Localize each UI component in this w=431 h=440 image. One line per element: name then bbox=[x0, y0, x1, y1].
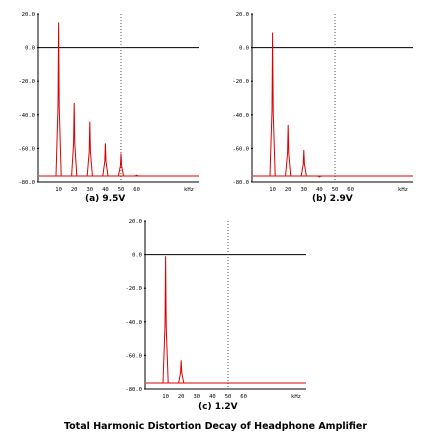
harmonic-peak bbox=[285, 124, 292, 177]
x-tick-label: 60 bbox=[133, 187, 140, 193]
caption-b: (b) 2.9V bbox=[312, 194, 353, 204]
plot-b-svg: 20.0 0.0 -20.0 -40.0 -60.0 -80.0 10 20 30 40 50 60 k… bbox=[232, 12, 413, 193]
y-tick-label: -80.0 bbox=[232, 180, 249, 186]
harmonic-peak bbox=[178, 360, 185, 384]
x-unit-label: kHz bbox=[291, 394, 301, 400]
harmonic-peak bbox=[316, 175, 323, 178]
x-tick-label: 50 bbox=[225, 394, 232, 400]
x-tick-label: 30 bbox=[193, 394, 200, 400]
harmonic-peak bbox=[133, 174, 140, 177]
y-tick-label: 0.0 bbox=[239, 46, 249, 52]
plot-b: 20.0 0.0 -20.0 -40.0 -60.0 -80.0 10 20 30 40 50 60 k… bbox=[214, 5, 414, 195]
x-tick-label: 40 bbox=[102, 187, 109, 193]
x-tick-label: 10 bbox=[55, 187, 62, 193]
caption-a: (a) 9.5V bbox=[85, 194, 126, 204]
caption-c: (c) 1.2V bbox=[198, 402, 238, 412]
x-tick-label: 50 bbox=[118, 187, 125, 193]
harmonic-peak bbox=[162, 256, 169, 384]
y-tick-label: -40.0 bbox=[18, 113, 35, 119]
harmonic-peak bbox=[300, 150, 307, 177]
harmonic-peak bbox=[269, 32, 276, 177]
harmonic-peak bbox=[71, 103, 78, 177]
y-tick-label: -20.0 bbox=[232, 79, 249, 85]
y-tick-label: -80.0 bbox=[18, 180, 35, 186]
x-tick-label: 30 bbox=[86, 187, 93, 193]
x-tick-label: 60 bbox=[240, 394, 247, 400]
y-tick-label: 0.0 bbox=[132, 253, 142, 259]
x-tick-label: 10 bbox=[162, 394, 169, 400]
harmonic-peak bbox=[117, 153, 125, 177]
x-tick-label: 40 bbox=[316, 187, 323, 193]
y-tick-label: -80.0 bbox=[125, 387, 142, 393]
x-tick-label: 20 bbox=[285, 187, 292, 193]
y-tick-label: -20.0 bbox=[18, 79, 35, 85]
y-tick-label: -40.0 bbox=[232, 113, 249, 119]
y-tick-label: -60.0 bbox=[125, 353, 142, 359]
y-tick-label: 0.0 bbox=[25, 46, 35, 52]
x-tick-label: 50 bbox=[332, 187, 339, 193]
y-tick-label: 20.0 bbox=[22, 12, 35, 18]
x-tick-label: 20 bbox=[178, 394, 185, 400]
plot-c: 20.0 0.0 -20.0 -40.0 -60.0 -80.0 10 20 30 40 50 60 k… bbox=[107, 212, 307, 402]
plot-a: 20.0 0.0 -20.0 -40.0 -60.0 -80.0 10 20 30 40 50 60 k… bbox=[0, 5, 200, 195]
y-tick-label: -60.0 bbox=[18, 146, 35, 152]
x-tick-label: 30 bbox=[300, 187, 307, 193]
harmonic-peak bbox=[102, 143, 109, 177]
y-tick-label: -60.0 bbox=[232, 146, 249, 152]
plot-a-svg: 20.0 0.0 -20.0 -40.0 -60.0 -80.0 10 20 30 40 50 60 k… bbox=[18, 12, 199, 193]
x-tick-label: 20 bbox=[71, 187, 78, 193]
harmonic-peak bbox=[55, 22, 62, 177]
x-unit-label: kHz bbox=[184, 187, 194, 193]
y-tick-label: -20.0 bbox=[125, 286, 142, 292]
x-tick-label: 10 bbox=[269, 187, 276, 193]
plot-c-svg: 20.0 0.0 -20.0 -40.0 -60.0 -80.0 10 20 30 40 50 60 k… bbox=[125, 219, 306, 400]
x-tick-label: 40 bbox=[209, 394, 216, 400]
main-title: Total Harmonic Distortion Decay of Headp… bbox=[63, 421, 368, 432]
y-tick-label: -40.0 bbox=[125, 320, 142, 326]
y-tick-label: 20.0 bbox=[236, 12, 249, 18]
x-tick-label: 60 bbox=[347, 187, 354, 193]
x-unit-label: kHz bbox=[398, 187, 408, 193]
y-tick-label: 20.0 bbox=[129, 219, 142, 225]
harmonic-peak bbox=[86, 121, 93, 177]
